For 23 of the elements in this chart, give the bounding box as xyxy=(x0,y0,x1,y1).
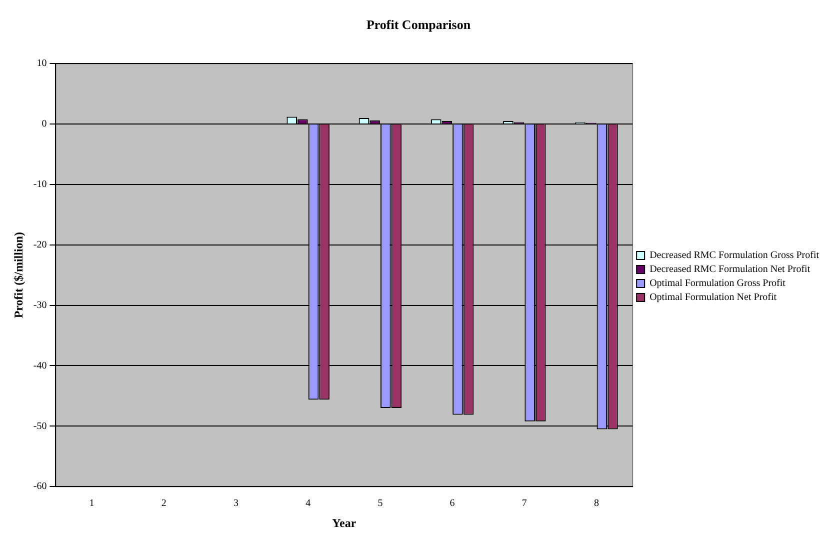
x-tick-label: 6 xyxy=(450,498,455,510)
y-tick-label: -30 xyxy=(33,300,47,311)
x-tick-label: 5 xyxy=(378,498,383,510)
x-tick-label: 8 xyxy=(594,498,600,510)
x-tick-label: 7 xyxy=(522,498,527,510)
x-tick-label: 4 xyxy=(306,498,311,510)
x-tick-label: 2 xyxy=(161,498,166,510)
legend-label: Decreased RMC Formulation Net Profit xyxy=(650,264,810,276)
y-tick-label: 0 xyxy=(42,118,47,130)
legend-label: Decreased RMC Formulation Gross Profit xyxy=(650,250,820,262)
x-tick-label: 3 xyxy=(233,498,238,510)
y-tick-label: -20 xyxy=(33,240,47,251)
x-axis-title: Year xyxy=(332,516,357,530)
legend-label: Optimal Formulation Gross Profit xyxy=(650,278,786,290)
y-axis-title: Profit ($/million) xyxy=(11,232,26,318)
y-tick-label: -60 xyxy=(33,481,47,492)
y-tick-label: -10 xyxy=(33,179,47,190)
legend-label: Optimal Formulation Net Profit xyxy=(650,292,777,304)
y-tick-label: -50 xyxy=(33,420,47,432)
x-tick-label: 1 xyxy=(89,498,94,510)
chart-title: Profit Comparison xyxy=(366,17,472,32)
y-tick-label: -40 xyxy=(33,360,47,372)
y-tick-label: 10 xyxy=(36,58,47,70)
